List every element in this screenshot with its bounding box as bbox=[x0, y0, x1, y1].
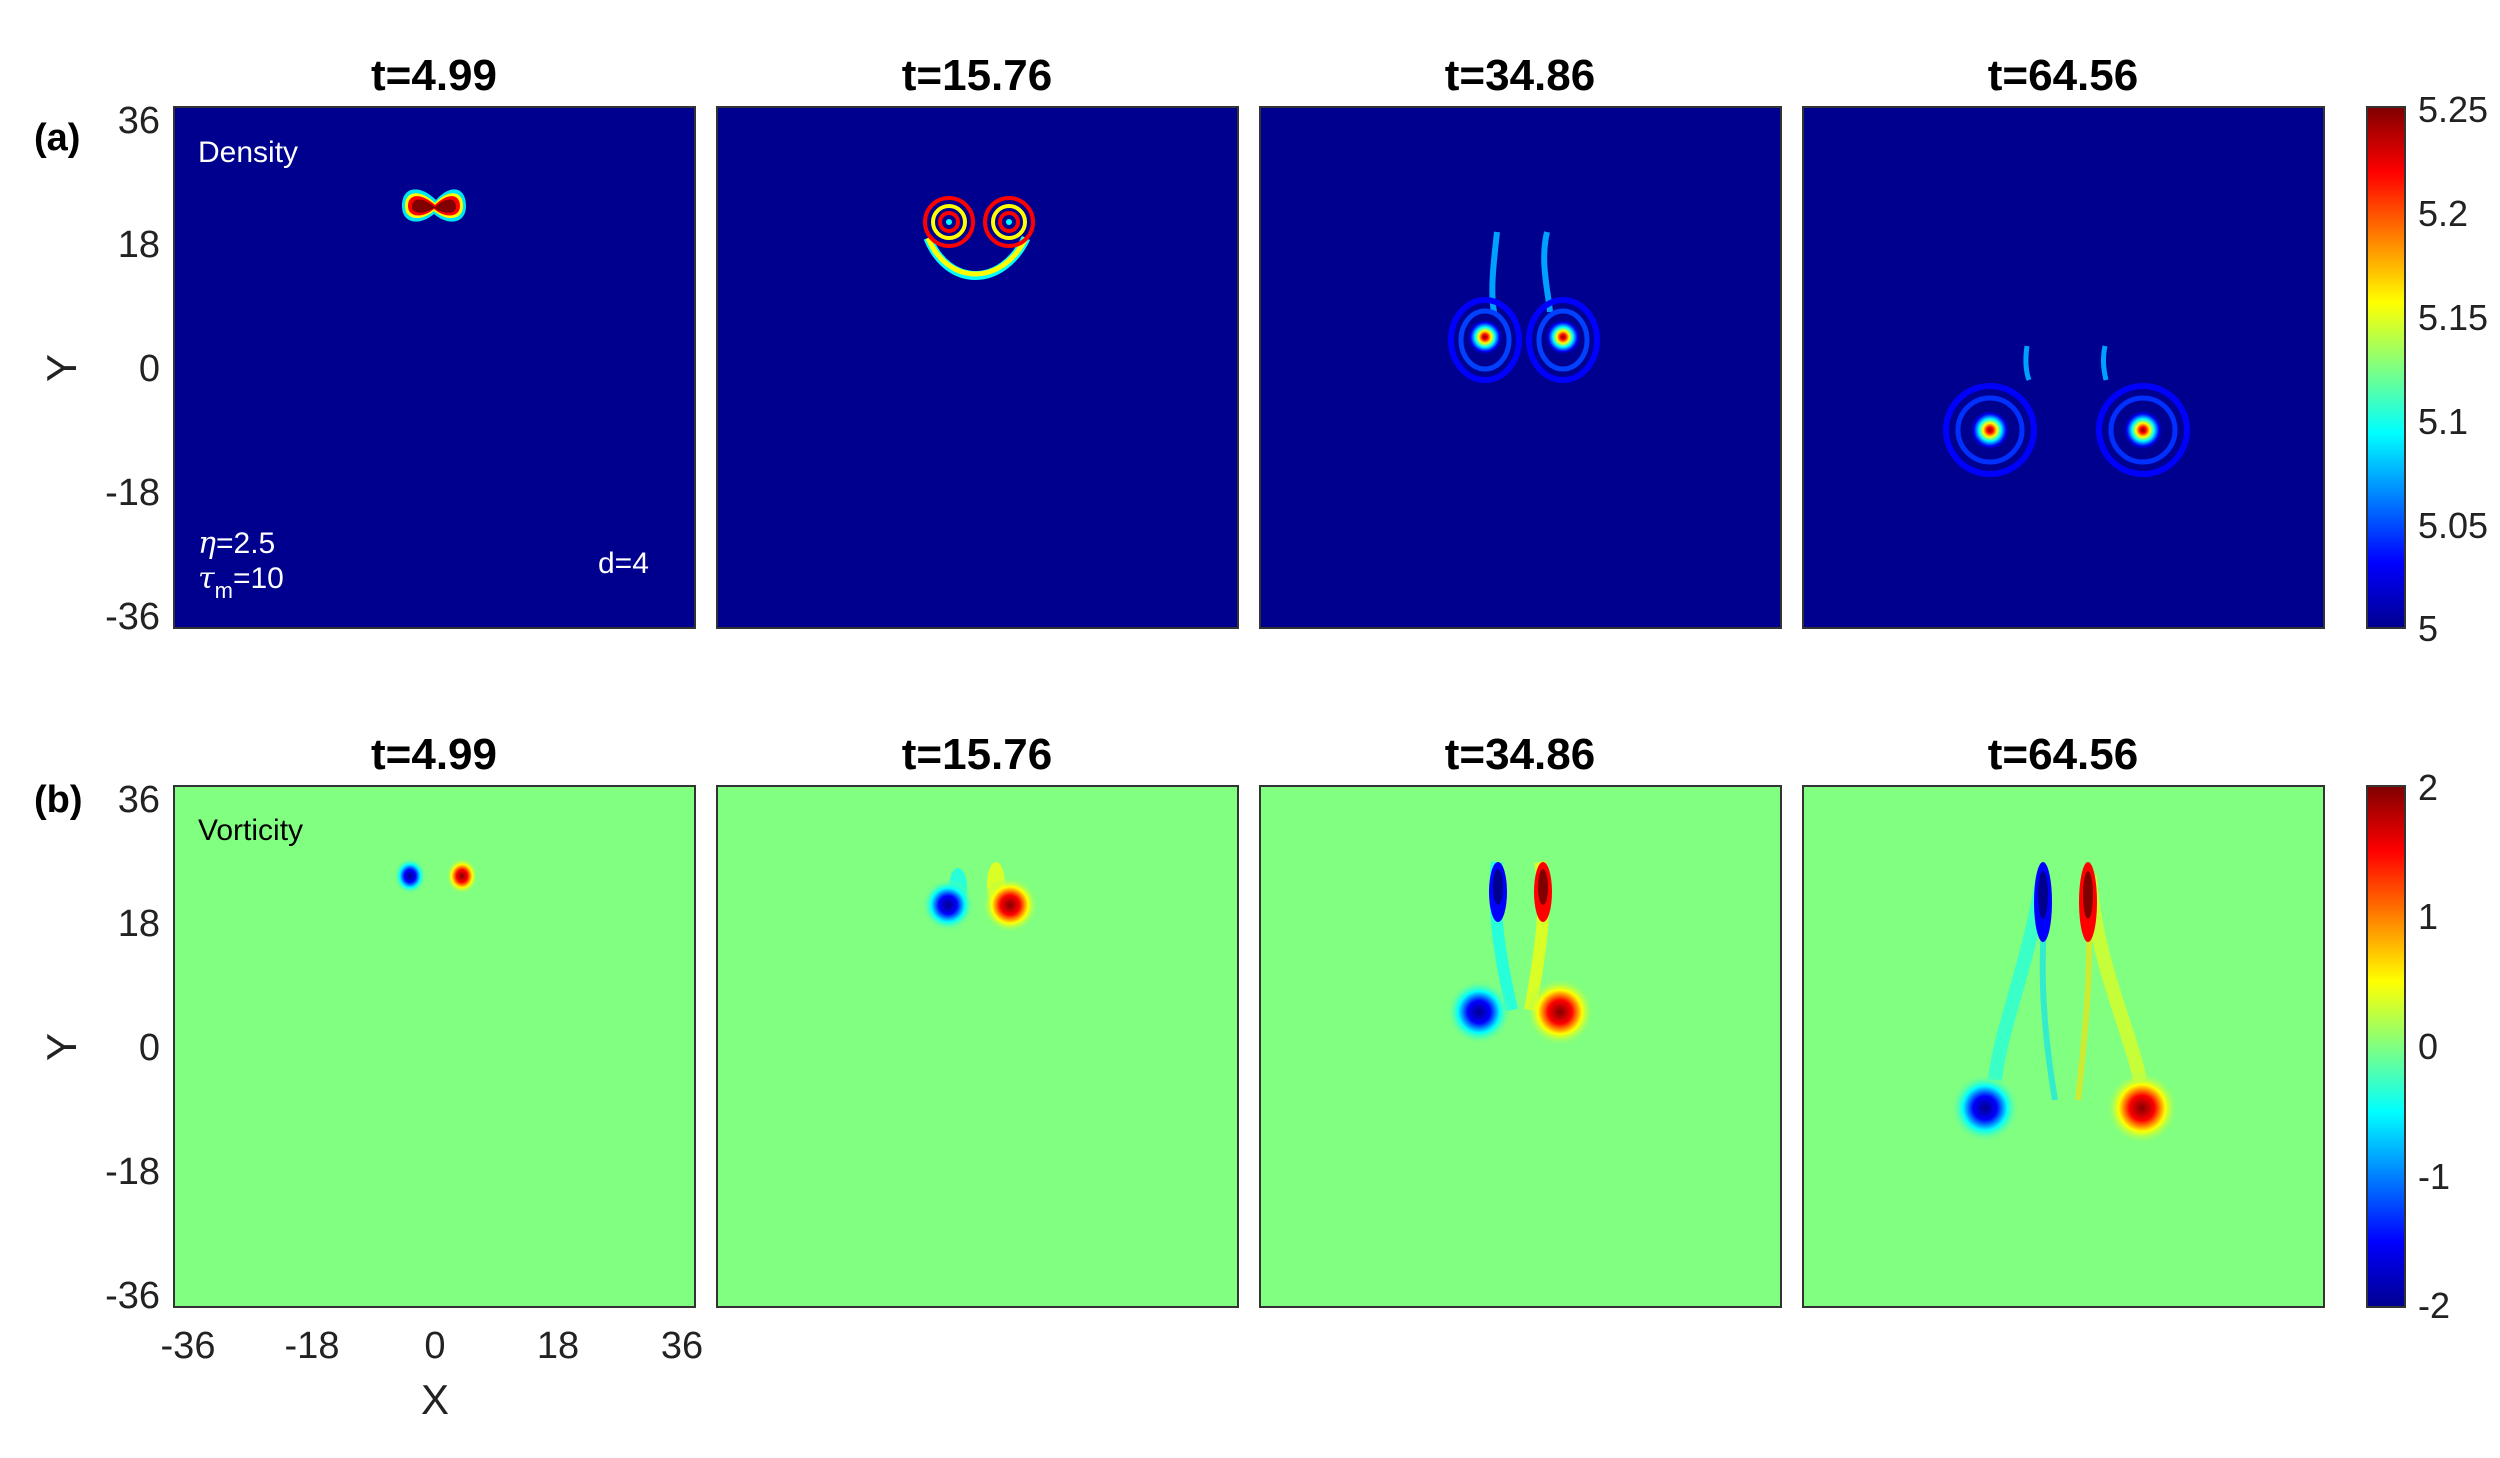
y-label-a: Y bbox=[38, 354, 85, 382]
panel-label-b: (b) bbox=[34, 779, 83, 821]
vorticity-structure-1 bbox=[394, 858, 478, 894]
eta-annotation: η=2.5 bbox=[198, 526, 275, 561]
vorticity-panel-1: Vorticity bbox=[173, 785, 696, 1308]
y-tick-b-1: 36 bbox=[118, 779, 160, 821]
vorticity-structure-3 bbox=[1447, 860, 1594, 1046]
vorticity-structure-2 bbox=[922, 862, 1038, 933]
title-b-1: t=4.99 bbox=[371, 730, 497, 779]
y-tick-a-4: -18 bbox=[105, 472, 160, 514]
x-tick-4: 18 bbox=[537, 1325, 579, 1367]
vorticity-panel-3 bbox=[1259, 785, 1782, 1308]
colorbar-vorticity: 2 1 0 -1 -2 bbox=[2366, 767, 2450, 1326]
y-tick-a-1: 36 bbox=[118, 100, 160, 142]
field-label-density: Density bbox=[198, 136, 298, 169]
y-axis-row-b: 36 18 0 -18 -36 Y bbox=[38, 779, 160, 1317]
title-a-1: t=4.99 bbox=[371, 51, 497, 100]
y-tick-a-2: 18 bbox=[118, 224, 160, 266]
title-a-4: t=64.56 bbox=[1988, 51, 2138, 100]
title-a-3: t=34.86 bbox=[1445, 51, 1595, 100]
field-label-vorticity: Vorticity bbox=[198, 814, 303, 847]
y-tick-a-3: 0 bbox=[139, 348, 160, 390]
cb-a-tick-2: 5.2 bbox=[2418, 193, 2468, 234]
panel-label-a: (a) bbox=[34, 117, 80, 159]
cb-b-tick-3: 0 bbox=[2418, 1026, 2438, 1067]
vorticity-structure-4 bbox=[1951, 862, 2178, 1144]
density-structure-4 bbox=[1943, 345, 2190, 477]
cb-b-tick-5: -2 bbox=[2418, 1285, 2450, 1326]
vorticity-panel-4 bbox=[1802, 785, 2325, 1308]
y-tick-a-5: -36 bbox=[105, 596, 160, 638]
cb-a-tick-4: 5.1 bbox=[2418, 401, 2468, 442]
tau-annotation: τm=10 bbox=[198, 561, 284, 603]
density-structure-1 bbox=[402, 189, 466, 222]
density-structure-2 bbox=[923, 196, 1035, 280]
density-panel-1: Density η=2.5 τm=10 d=4 bbox=[173, 106, 696, 629]
density-panel-4 bbox=[1802, 106, 2325, 629]
title-b-3: t=34.86 bbox=[1445, 730, 1595, 779]
vorticity-panel-2 bbox=[716, 785, 1239, 1308]
density-structure-3 bbox=[1448, 231, 1600, 383]
x-axis: -36 -18 0 18 36 X bbox=[161, 1325, 704, 1423]
density-panel-2 bbox=[716, 106, 1239, 629]
x-tick-1: -36 bbox=[161, 1325, 216, 1367]
y-tick-b-3: 0 bbox=[139, 1027, 160, 1069]
cb-a-tick-1: 5.25 bbox=[2418, 89, 2488, 130]
x-tick-3: 0 bbox=[424, 1325, 445, 1367]
cb-b-tick-4: -1 bbox=[2418, 1156, 2450, 1197]
cb-a-tick-5: 5.05 bbox=[2418, 505, 2488, 546]
y-label-b: Y bbox=[38, 1033, 85, 1061]
y-tick-b-5: -36 bbox=[105, 1275, 160, 1317]
y-axis-row-a: 36 18 0 -18 -36 Y bbox=[38, 100, 160, 638]
cb-a-tick-3: 5.15 bbox=[2418, 297, 2488, 338]
y-tick-b-2: 18 bbox=[118, 903, 160, 945]
cb-b-tick-2: 1 bbox=[2418, 896, 2438, 937]
density-panel-3 bbox=[1259, 106, 1782, 629]
x-tick-5: 36 bbox=[661, 1325, 703, 1367]
x-tick-2: -18 bbox=[285, 1325, 340, 1367]
cb-b-tick-1: 2 bbox=[2418, 767, 2438, 808]
title-b-4: t=64.56 bbox=[1988, 730, 2138, 779]
y-tick-b-4: -18 bbox=[105, 1151, 160, 1193]
title-a-2: t=15.76 bbox=[902, 51, 1052, 100]
cb-a-tick-6: 5 bbox=[2418, 608, 2438, 649]
x-label: X bbox=[421, 1376, 449, 1423]
title-b-2: t=15.76 bbox=[902, 730, 1052, 779]
d-annotation: d=4 bbox=[598, 547, 649, 580]
colorbar-density: 5.25 5.2 5.15 5.1 5.05 5 bbox=[2366, 89, 2488, 649]
